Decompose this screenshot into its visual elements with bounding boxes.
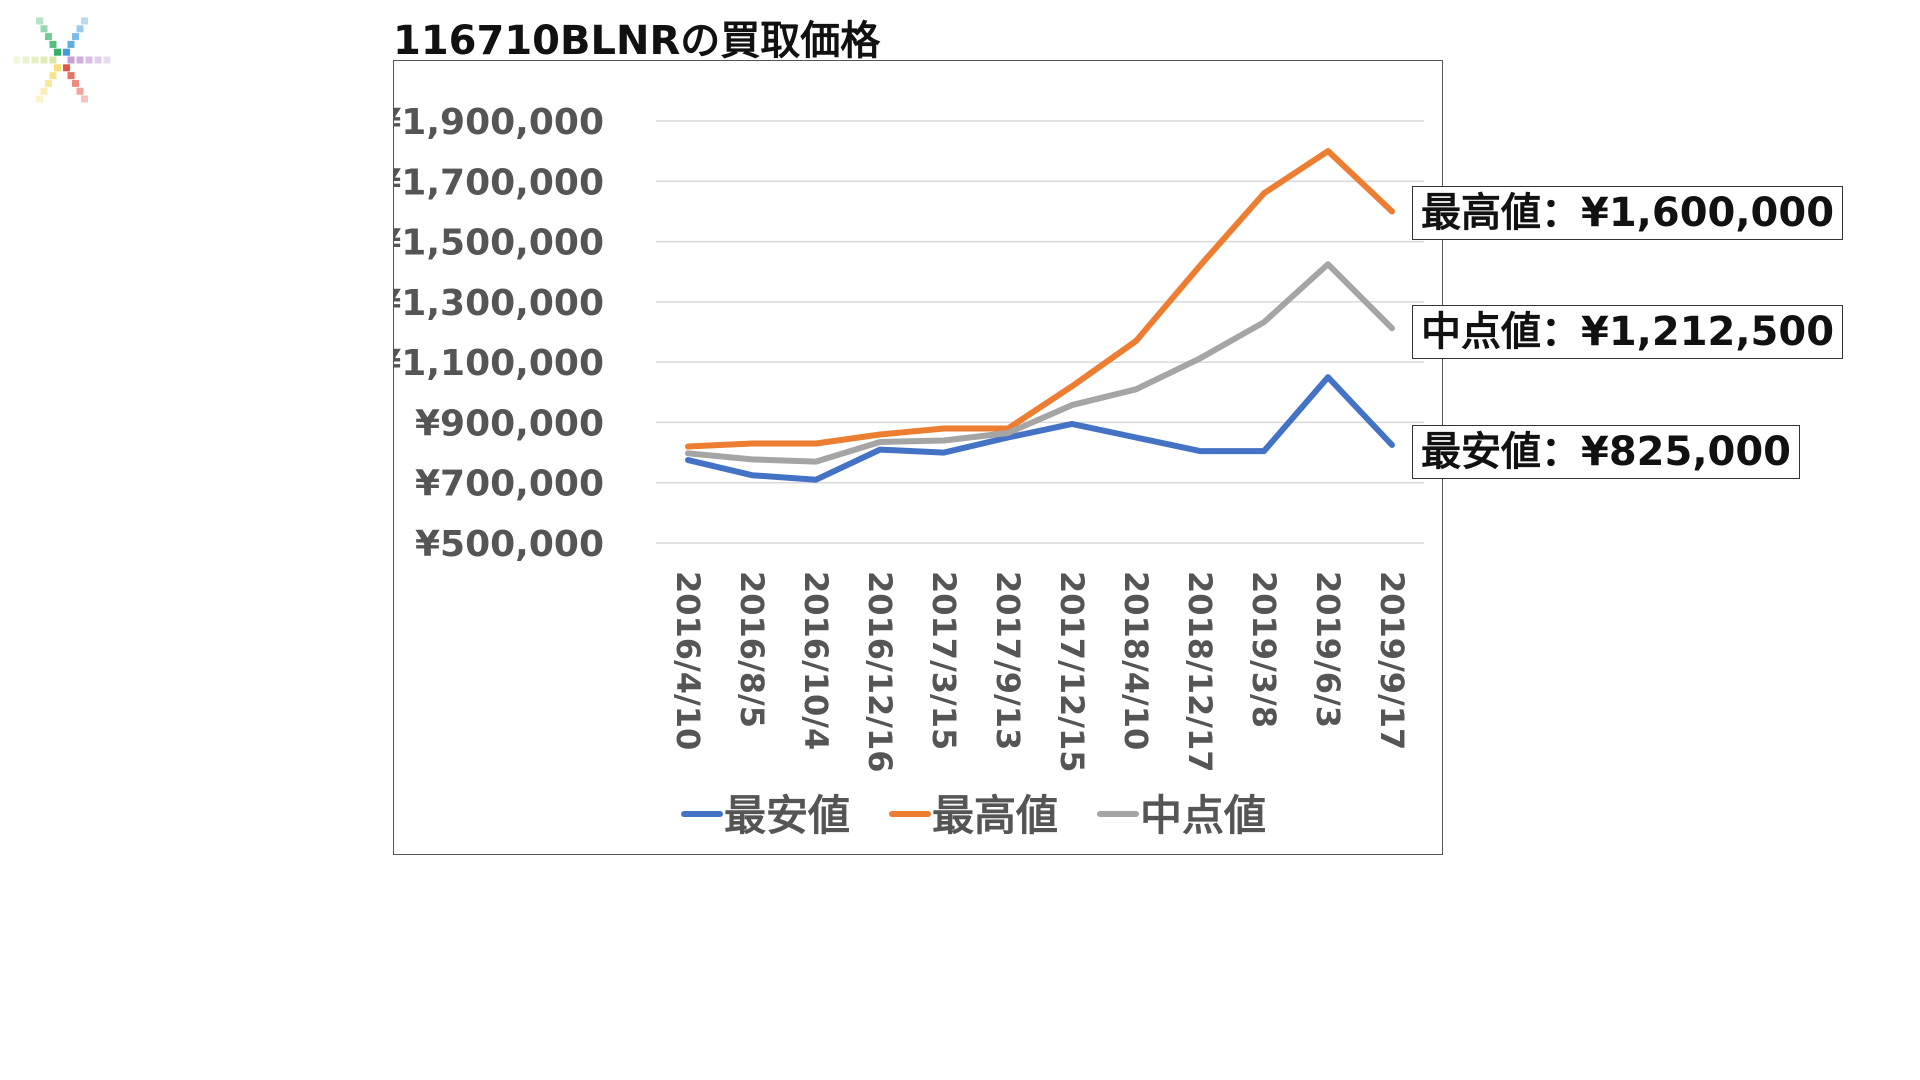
- logo-square: [81, 95, 88, 103]
- annotation-low: 最安値：¥825,000: [1412, 425, 1801, 479]
- logo-square: [45, 79, 52, 87]
- x-tick-label: 2017/12/15: [1053, 571, 1091, 773]
- annotation-high: 最高値：¥1,600,000: [1412, 186, 1844, 240]
- data-point-low: [750, 473, 754, 477]
- series-line-low: [685, 374, 1395, 483]
- logo-square: [103, 56, 111, 64]
- data-point-low: [1198, 449, 1202, 453]
- series-line-mid: [685, 261, 1395, 465]
- data-point-low: [686, 458, 690, 462]
- logo-square: [40, 87, 48, 95]
- data-point-low: [1134, 436, 1138, 439]
- legend-label-low: 最安値: [724, 791, 850, 840]
- logo-square: [67, 56, 75, 64]
- data-point-low: [1070, 422, 1074, 426]
- series-line-high: [685, 148, 1395, 450]
- data-point-high: [1390, 209, 1394, 213]
- x-tick-label: 2016/10/4: [797, 571, 835, 750]
- logo-square: [63, 64, 70, 72]
- logo-square: [13, 56, 21, 64]
- logo-square: [76, 25, 84, 33]
- data-point-low: [1326, 375, 1330, 379]
- x-tick-label: 2018/4/10: [1117, 571, 1155, 750]
- data-point-high: [942, 427, 946, 430]
- logo-square: [54, 48, 61, 56]
- logo-square: [67, 40, 75, 48]
- logo-square: [31, 56, 39, 64]
- x-tick-label: 2019/9/17: [1373, 571, 1411, 750]
- data-point-high: [878, 433, 882, 436]
- data-point-low: [878, 448, 882, 452]
- x-tick-label: 2016/8/5: [733, 571, 771, 728]
- data-point-mid: [686, 451, 690, 455]
- logo-square: [49, 56, 57, 64]
- x-tick-label: 2017/9/13: [989, 571, 1027, 750]
- data-point-low: [942, 451, 946, 455]
- logo-square: [72, 79, 79, 87]
- data-point-high: [686, 445, 690, 448]
- data-point-mid: [878, 440, 882, 444]
- y-tick-label: ¥1,700,000: [394, 162, 604, 203]
- y-tick-label: ¥900,000: [415, 403, 604, 444]
- x-tick-label: 2016/4/10: [669, 571, 707, 750]
- data-point-mid: [1006, 431, 1010, 435]
- legend-label-mid: 中点値: [1140, 791, 1266, 840]
- x-tick-label: 2019/6/3: [1309, 571, 1347, 728]
- data-point-mid: [1070, 403, 1074, 407]
- data-point-mid: [814, 460, 818, 464]
- x-tick-label: 2017/3/15: [925, 571, 963, 750]
- data-point-high: [814, 442, 818, 445]
- data-point-mid: [1134, 387, 1138, 391]
- logo-square: [85, 56, 93, 64]
- data-point-high: [750, 442, 754, 445]
- data-point-mid: [1198, 356, 1202, 360]
- data-point-low: [1390, 443, 1394, 447]
- logo-square: [54, 64, 61, 72]
- logo: [13, 17, 111, 103]
- data-point-mid: [1390, 326, 1394, 330]
- logo-square: [94, 56, 102, 64]
- logo-square: [36, 95, 43, 103]
- line-chart: ¥1,900,000 ¥1,700,000 ¥1,500,000 ¥1,300,000…: [394, 102, 1424, 840]
- annotation-mid: 中点値：¥1,212,500: [1412, 305, 1844, 359]
- data-point-low: [814, 478, 818, 482]
- logo-square: [67, 72, 75, 80]
- data-point-high: [1070, 384, 1074, 388]
- data-point-high: [1262, 191, 1266, 195]
- data-point-low: [1006, 436, 1010, 439]
- logo-square: [40, 25, 48, 33]
- data-point-low: [1262, 449, 1266, 453]
- y-tick-label: ¥700,000: [415, 464, 604, 505]
- data-point-high: [1006, 427, 1010, 430]
- data-point-high: [1198, 264, 1202, 268]
- legend-label-high: 最高値: [932, 791, 1058, 840]
- y-tick-label: ¥1,300,000: [394, 283, 604, 324]
- data-point-mid: [750, 457, 754, 461]
- logo-square: [49, 40, 57, 48]
- data-point-high: [1326, 149, 1330, 153]
- logo-square: [45, 33, 52, 41]
- chart-frame: ¥1,900,000 ¥1,700,000 ¥1,500,000 ¥1,300,000…: [393, 60, 1443, 855]
- x-tick-label: 2019/3/8: [1245, 571, 1283, 728]
- logo-square: [76, 56, 84, 64]
- logo-square: [49, 72, 57, 80]
- data-point-high: [1134, 339, 1138, 343]
- logo-square: [76, 87, 84, 95]
- logo-square: [81, 17, 88, 25]
- y-tick-label: ¥1,900,000: [394, 102, 604, 143]
- data-point-mid: [1326, 262, 1330, 266]
- logo-square: [22, 56, 30, 64]
- data-point-mid: [1262, 320, 1266, 324]
- x-tick-label: 2016/12/16: [861, 571, 899, 773]
- page-title: 116710BLNRの買取価格: [393, 18, 881, 64]
- logo-square: [72, 33, 79, 41]
- y-tick-label: ¥500,000: [415, 524, 604, 565]
- x-tick-label: 2018/12/17: [1181, 571, 1219, 773]
- logo-square: [36, 17, 43, 25]
- y-tick-label: ¥1,100,000: [394, 343, 604, 384]
- logo-square: [40, 56, 48, 64]
- data-point-mid: [942, 439, 946, 442]
- logo-square: [63, 48, 70, 56]
- y-tick-label: ¥1,500,000: [394, 223, 604, 264]
